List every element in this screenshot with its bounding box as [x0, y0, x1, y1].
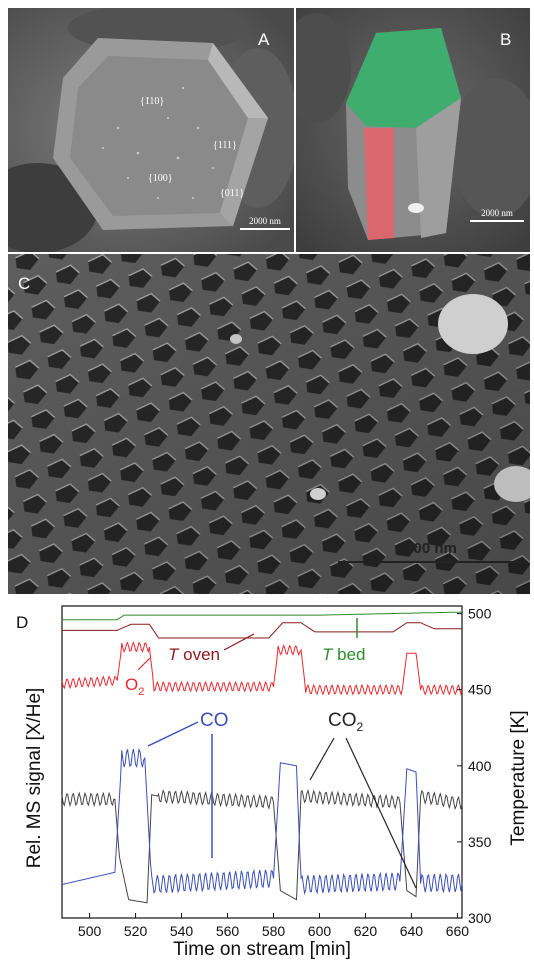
co-arrow-1: [147, 721, 199, 747]
x-tick-label: 520: [124, 923, 148, 939]
o2-arrow: [137, 657, 151, 671]
x-tick-label: 580: [262, 923, 286, 939]
panel-c-label: C: [18, 274, 31, 293]
y-tick-label: 450: [468, 682, 492, 698]
scale-bar-a: 2000 nm: [240, 216, 290, 230]
series-line-t-bed: [62, 611, 462, 621]
t-oven-arrow: [223, 633, 255, 651]
y-tick-label: 400: [468, 758, 492, 774]
panel-a-label: A: [258, 30, 270, 49]
crystal-a-image: [8, 8, 294, 252]
facet-100-label: {100}: [148, 173, 173, 184]
y-axis-right: 300 350 400 450 500: [457, 606, 492, 926]
y-axis-right-label: Temperature [K]: [508, 710, 529, 845]
porous-surface-image: [8, 254, 530, 594]
facet-111-label: {111}: [213, 140, 237, 151]
crystal-b-image: [296, 8, 530, 252]
scale-bar-c: 300 nm: [338, 540, 524, 563]
x-tick-label: 620: [354, 923, 378, 939]
t-bed-annotation: T bed: [322, 645, 365, 664]
co2-arrow-2: [345, 737, 417, 889]
plot-frame: [61, 605, 463, 919]
t-oven-annotation: T oven: [168, 645, 220, 664]
x-tick-label: 500: [78, 923, 102, 939]
ms-signal-chart: D 500 520 540 560 580 600 620 640 660 300 350 400 4…: [16, 605, 529, 960]
panel-d-label: D: [16, 613, 28, 632]
x-tick-label: 560: [216, 923, 240, 939]
annotations: T oven T bed O2 CO CO2: [125, 618, 417, 889]
y-tick-label: 500: [468, 606, 492, 622]
sem-panel-b: B 2000 nm: [296, 8, 530, 252]
scale-bar-b-label: 2000 nm: [481, 208, 513, 218]
x-axis-label: Time on stream [min]: [173, 939, 351, 960]
co2-arrow-1: [309, 737, 335, 781]
facet-011-label: {011}: [220, 188, 245, 199]
y-tick-label: 350: [468, 834, 492, 850]
x-tick-label: 660: [446, 923, 470, 939]
series-line-o2: [61, 641, 463, 696]
x-tick-label: 600: [308, 923, 332, 939]
scale-bar-c-label: 300 nm: [405, 540, 457, 557]
panel-b-label: B: [500, 30, 512, 49]
series-line-co: [61, 747, 463, 896]
o2-annotation: O2: [125, 675, 144, 698]
facet-110-label: {110}: [140, 96, 165, 107]
plot-area: [61, 605, 463, 919]
scale-bar-a-label: 2000 nm: [249, 216, 281, 226]
series-line-t-oven: [62, 622, 462, 639]
co2-annotation: CO2: [328, 710, 364, 734]
co-annotation: CO: [200, 710, 229, 731]
x-axis: 500 520 540 560 580 600 620 640 660: [78, 913, 469, 939]
series-line-co2: [61, 788, 463, 904]
x-tick-label: 640: [400, 923, 424, 939]
sem-panel-c: C 300 nm: [8, 254, 530, 594]
y-axis-left-label: Rel. MS signal [X/He]: [24, 688, 45, 869]
scale-bar-b: 2000 nm: [470, 208, 524, 222]
sem-panel-a: A {110} {111} {100} {011} 2000 nm: [8, 8, 294, 252]
y-tick-label: 300: [468, 910, 492, 926]
x-tick-label: 540: [170, 923, 194, 939]
